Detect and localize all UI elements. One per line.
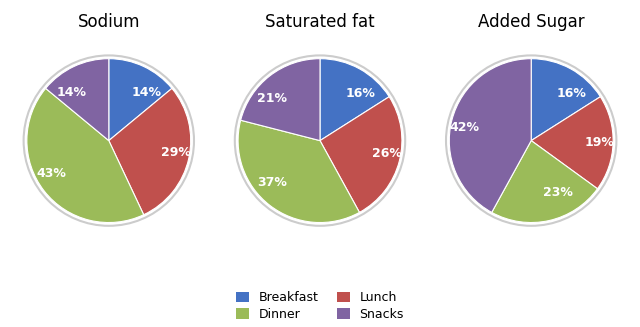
Wedge shape <box>531 59 600 141</box>
Wedge shape <box>27 88 143 223</box>
Title: Saturated fat: Saturated fat <box>265 13 375 31</box>
Wedge shape <box>449 59 531 213</box>
Text: 14%: 14% <box>131 86 161 99</box>
Wedge shape <box>531 97 613 189</box>
Text: 21%: 21% <box>257 92 287 105</box>
Wedge shape <box>241 59 320 141</box>
Wedge shape <box>320 59 389 141</box>
Text: 43%: 43% <box>37 167 67 180</box>
Wedge shape <box>238 120 360 223</box>
Text: 14%: 14% <box>56 86 86 99</box>
Text: 42%: 42% <box>450 121 479 134</box>
Text: 16%: 16% <box>557 87 587 100</box>
Wedge shape <box>109 88 191 215</box>
Wedge shape <box>492 141 598 223</box>
Title: Sodium: Sodium <box>77 13 140 31</box>
Wedge shape <box>320 97 402 213</box>
Text: 19%: 19% <box>584 136 614 149</box>
Title: Added Sugar: Added Sugar <box>478 13 584 31</box>
Text: 29%: 29% <box>161 146 191 159</box>
Text: 23%: 23% <box>543 186 573 199</box>
Text: 16%: 16% <box>346 87 376 100</box>
Wedge shape <box>109 59 172 141</box>
Legend: Breakfast, Dinner, Lunch, Snacks: Breakfast, Dinner, Lunch, Snacks <box>236 291 404 321</box>
Wedge shape <box>45 59 109 141</box>
Text: 37%: 37% <box>257 176 287 189</box>
Text: 26%: 26% <box>372 147 401 160</box>
